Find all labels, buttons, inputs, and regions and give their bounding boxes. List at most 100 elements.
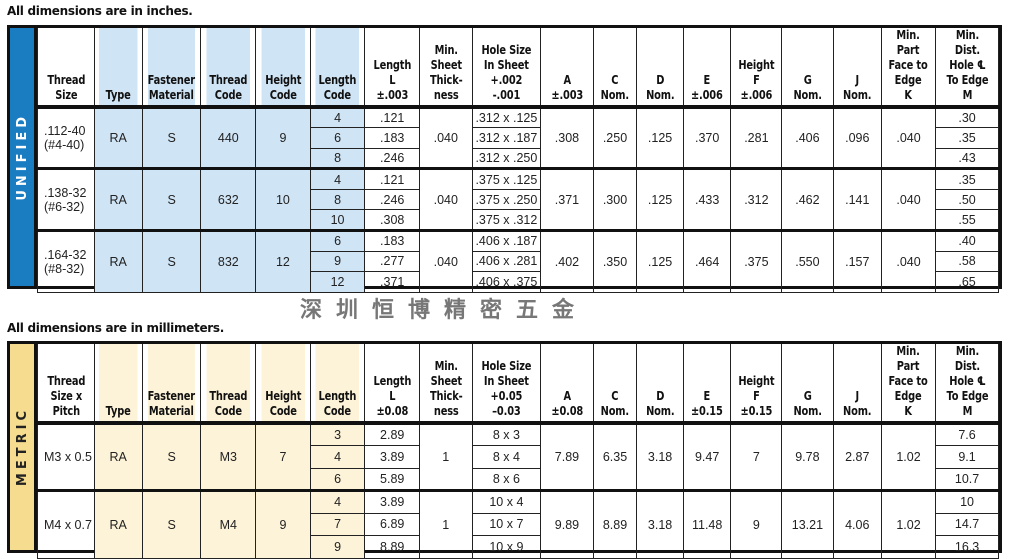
dim-d-cell: .125 <box>636 106 684 170</box>
hole-size-cell: .375 x .125 <box>471 168 542 190</box>
type-cell: RA <box>93 230 143 293</box>
column-header: G Nom. <box>785 344 829 423</box>
column-header: E ±.006 <box>687 28 728 107</box>
dim-d-cell: 3.18 <box>636 490 684 559</box>
column-header: Min. Dist. Hole ℄ To Edge M <box>940 28 994 107</box>
thread-size-cell: .164-32 (#8-32) <box>37 230 95 293</box>
watermark: 深圳恒博精密五金 <box>300 297 589 323</box>
dim-f-cell: .375 <box>730 230 783 293</box>
length-cell: .246 <box>364 188 421 211</box>
length-code-cell: 8 <box>309 188 366 211</box>
material-cell: S <box>141 422 202 491</box>
length-cell: .277 <box>364 250 421 273</box>
dim-k-cell: .040 <box>880 106 937 170</box>
min-dist-cell: 14.7 <box>935 512 999 536</box>
length-code-cell: 8 <box>309 147 366 170</box>
table-row: 6.183 .312 x .187 .35 <box>38 127 999 149</box>
column-header: Thread Code <box>205 344 252 423</box>
length-code-cell: 4 <box>309 106 366 129</box>
length-code-cell: 12 <box>309 271 366 293</box>
dim-d-cell: .125 <box>636 230 684 293</box>
dim-f-cell: 9 <box>730 490 783 559</box>
hole-size-cell: .406 x .187 <box>471 230 542 252</box>
dim-j-cell: 2.87 <box>832 422 882 491</box>
table-row: 12.371 .406 x .375 .65 <box>38 271 999 293</box>
hole-size-cell: 8 x 3 <box>471 422 542 446</box>
column-header: D Nom. <box>640 344 680 423</box>
hole-size-cell: .406 x .281 <box>471 250 542 273</box>
min-dist-cell: .55 <box>935 209 999 232</box>
dim-k-cell: 1.02 <box>880 422 937 491</box>
column-header: E ±0.15 <box>687 344 728 423</box>
dim-f-cell: 7 <box>730 422 783 491</box>
sheet-thickness-cell: .040 <box>419 230 473 293</box>
min-dist-cell: .43 <box>935 147 999 170</box>
column-header: G Nom. <box>785 28 829 107</box>
column-header: Thread Size x Pitch <box>42 344 90 423</box>
length-code-cell: 6 <box>309 467 366 491</box>
table-row: M3 x 0.5 RA S M3 7 3 2.89 1 8 x 3 7.89 6.35 3.18 9.4… <box>37 422 999 491</box>
thread-code-cell: M4 <box>200 490 257 559</box>
hole-size-cell: 10 x 7 <box>471 512 542 536</box>
column-header: Type <box>98 344 139 423</box>
length-cell: .121 <box>364 168 421 190</box>
dim-a-cell: 9.89 <box>540 490 594 559</box>
column-header: Min. Sheet Thick- ness <box>423 28 468 107</box>
type-cell: RA <box>93 168 143 232</box>
length-code-cell: 3 <box>309 422 366 446</box>
min-dist-cell: 9.1 <box>935 445 999 469</box>
column-header: Height F ±.006 <box>735 28 778 107</box>
column-header: A ±0.08 <box>545 344 589 423</box>
dim-c-cell: .350 <box>592 230 638 293</box>
dim-k-cell: .040 <box>880 168 937 232</box>
unified-band-label: UNIFIED <box>14 113 30 201</box>
table-row: .112-40 (#4-40) RA S 440 9 4.121.040.312 x .1… <box>37 106 999 170</box>
dim-e-cell: .464 <box>682 230 732 293</box>
length-cell: 2.89 <box>364 422 421 446</box>
length-cell: .246 <box>364 147 421 170</box>
dim-g-cell: .550 <box>781 230 834 293</box>
dim-c-cell: 8.89 <box>592 490 638 559</box>
column-header: J Nom. <box>836 28 878 107</box>
sheet-thickness-cell: .040 <box>419 106 473 170</box>
length-cell: 3.89 <box>364 445 421 469</box>
table-row: 8.246 .312 x .250 .43 <box>38 147 999 170</box>
thread-code-cell: M3 <box>200 422 257 491</box>
hole-size-cell: .375 x .312 <box>471 209 542 232</box>
dim-a-cell: .371 <box>540 168 594 232</box>
table-row: 8.246 .375 x .250 .50 <box>38 188 999 211</box>
column-header: Hole Size In Sheet +.002 -.001 <box>477 28 535 107</box>
column-header: Min. Sheet Thick- ness <box>423 344 468 423</box>
material-cell: S <box>141 168 202 232</box>
dim-k-cell: .040 <box>880 230 937 293</box>
material-cell: S <box>141 106 202 170</box>
length-cell: 8.89 <box>364 535 421 559</box>
column-header: Min. Dist. Hole ℄ To Edge M <box>940 344 994 423</box>
column-header: C Nom. <box>596 28 634 107</box>
hole-size-cell: .406 x .375 <box>471 271 542 293</box>
thread-code-cell: 632 <box>200 168 257 232</box>
length-cell: .183 <box>364 230 421 252</box>
column-header: Length Code <box>314 344 361 423</box>
hole-size-cell: 8 x 6 <box>471 467 542 491</box>
dim-c-cell: .250 <box>592 106 638 170</box>
length-code-cell: 10 <box>309 209 366 232</box>
height-code-cell: 10 <box>255 168 311 232</box>
sheet-thickness-cell: .040 <box>419 168 473 232</box>
metric-units-note: All dimensions are in millimeters. <box>7 321 225 335</box>
column-header: Min. Part Face to Edge K <box>885 28 932 107</box>
dim-g-cell: 9.78 <box>781 422 834 491</box>
min-dist-cell: .40 <box>935 230 999 252</box>
min-dist-cell: .35 <box>935 168 999 190</box>
min-dist-cell: .35 <box>935 127 999 149</box>
length-code-cell: 9 <box>309 535 366 559</box>
hole-size-cell: 10 x 4 <box>471 490 542 514</box>
length-code-cell: 6 <box>309 230 366 252</box>
column-header: Hole Size In Sheet +0.05 –0.03 <box>477 344 535 423</box>
type-cell: RA <box>93 490 143 559</box>
length-code-cell: 4 <box>309 445 366 469</box>
table-row: .164-32 (#8-32) RA S 832 12 6.183.040.406 x .… <box>37 230 999 293</box>
length-cell: .371 <box>364 271 421 293</box>
dim-g-cell: .406 <box>781 106 834 170</box>
unified-units-note: All dimensions are in inches. <box>7 4 193 18</box>
